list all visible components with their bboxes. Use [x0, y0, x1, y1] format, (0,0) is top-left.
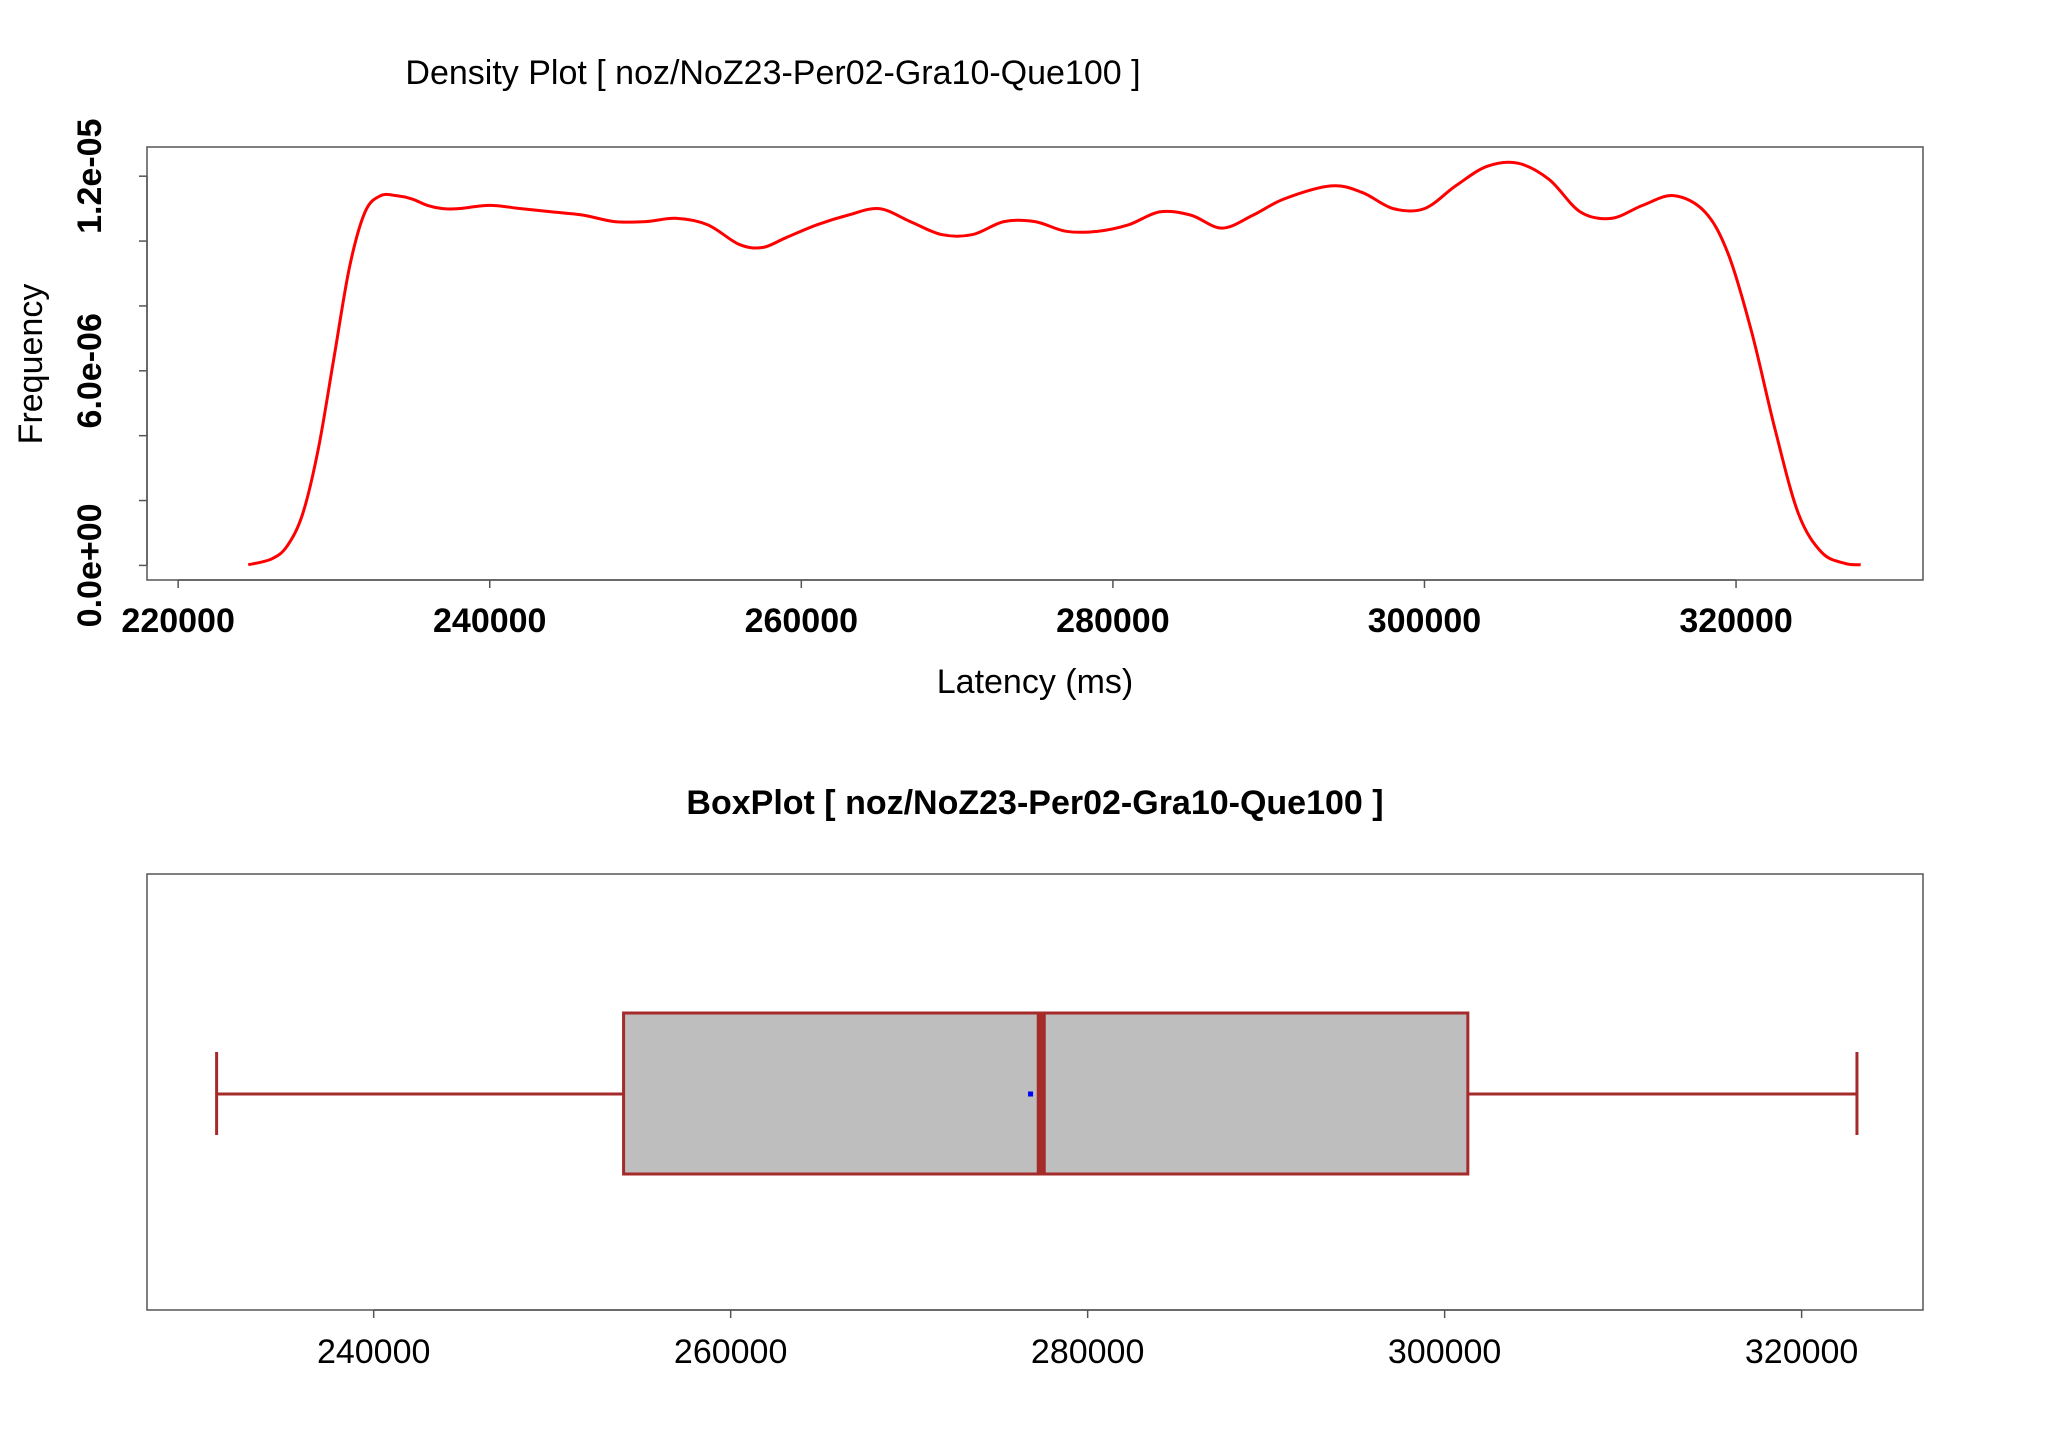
density-x-axis: 220000 240000 260000 280000 300000 320000	[121, 579, 1793, 640]
density-x-tick-label: 220000	[121, 602, 234, 640]
density-plot: Density Plot [ noz/NoZ23-Per02-Gra10-Que…	[12, 54, 1924, 701]
density-y-axis-label: Frequency	[12, 284, 50, 445]
box-x-tick-label: 260000	[674, 1333, 787, 1371]
box-x-axis: 240000 260000 280000 300000 320000	[317, 1309, 1858, 1371]
density-y-tick-label: 0.0e+00	[71, 503, 109, 627]
density-x-tick-label: 260000	[745, 602, 858, 640]
box-plot-title: BoxPlot [ noz/NoZ23-Per02-Gra10-Que100 ]	[686, 784, 1383, 822]
box-plot: BoxPlot [ noz/NoZ23-Per02-Gra10-Que100 ]…	[146, 784, 1924, 1371]
density-x-tick-label: 240000	[433, 602, 546, 640]
box-mean-point	[1028, 1091, 1034, 1097]
box-x-tick-label: 240000	[317, 1333, 430, 1371]
density-plot-title: Density Plot [ noz/NoZ23-Per02-Gra10-Que…	[405, 54, 1140, 92]
box-x-tick-label: 320000	[1745, 1333, 1858, 1371]
density-y-tick-label: 6.0e-06	[71, 313, 109, 428]
density-y-tick-label: 1.2e-05	[71, 119, 109, 234]
density-curve	[247, 160, 1861, 567]
density-plot-frame	[146, 146, 1924, 581]
box-x-tick-label: 280000	[1031, 1333, 1144, 1371]
density-y-axis: 0.0e+00 6.0e-06 1.2e-05	[71, 119, 148, 627]
density-x-tick-label: 320000	[1679, 602, 1792, 640]
box-elements	[215, 1011, 1859, 1176]
density-x-axis-label: Latency (ms)	[937, 663, 1134, 701]
box-x-tick-label: 300000	[1388, 1333, 1501, 1371]
density-x-tick-label: 280000	[1056, 602, 1169, 640]
density-x-tick-label: 300000	[1368, 602, 1481, 640]
